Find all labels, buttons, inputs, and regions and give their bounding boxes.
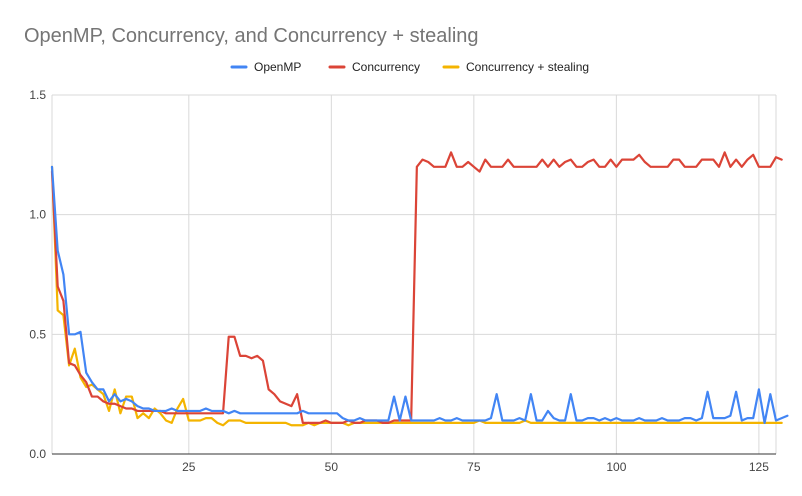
- legend-label-concurrency-stealing: Concurrency + stealing: [466, 60, 589, 74]
- series-lines: [50, 151, 789, 427]
- y-tick-label: 1.0: [29, 208, 46, 222]
- legend-label-openmp: OpenMP: [254, 60, 301, 74]
- series-line-concurrency: [50, 151, 783, 424]
- x-tick-label: 25: [182, 460, 196, 474]
- x-tick-label: 50: [325, 460, 339, 474]
- x-tick-label: 100: [606, 460, 626, 474]
- y-tick-label: 0.0: [29, 447, 46, 461]
- legend: OpenMP Concurrency Concurrency + stealing: [230, 60, 589, 74]
- y-tick-label: 1.5: [29, 88, 46, 102]
- series-line-concurrency-stealing: [50, 165, 783, 427]
- series-line-openmp: [50, 165, 789, 424]
- gridlines: [51, 94, 777, 454]
- x-tick-label: 125: [749, 460, 769, 474]
- x-tick-label: 75: [467, 460, 481, 474]
- y-axis-ticks: 0.0 0.5 1.0 1.5: [29, 88, 46, 461]
- y-tick-label: 0.5: [29, 327, 46, 341]
- x-axis-ticks: 25 50 75 100 125: [182, 460, 769, 474]
- legend-label-concurrency: Concurrency: [352, 60, 420, 74]
- chart-title: OpenMP, Concurrency, and Concurrency + s…: [24, 25, 479, 47]
